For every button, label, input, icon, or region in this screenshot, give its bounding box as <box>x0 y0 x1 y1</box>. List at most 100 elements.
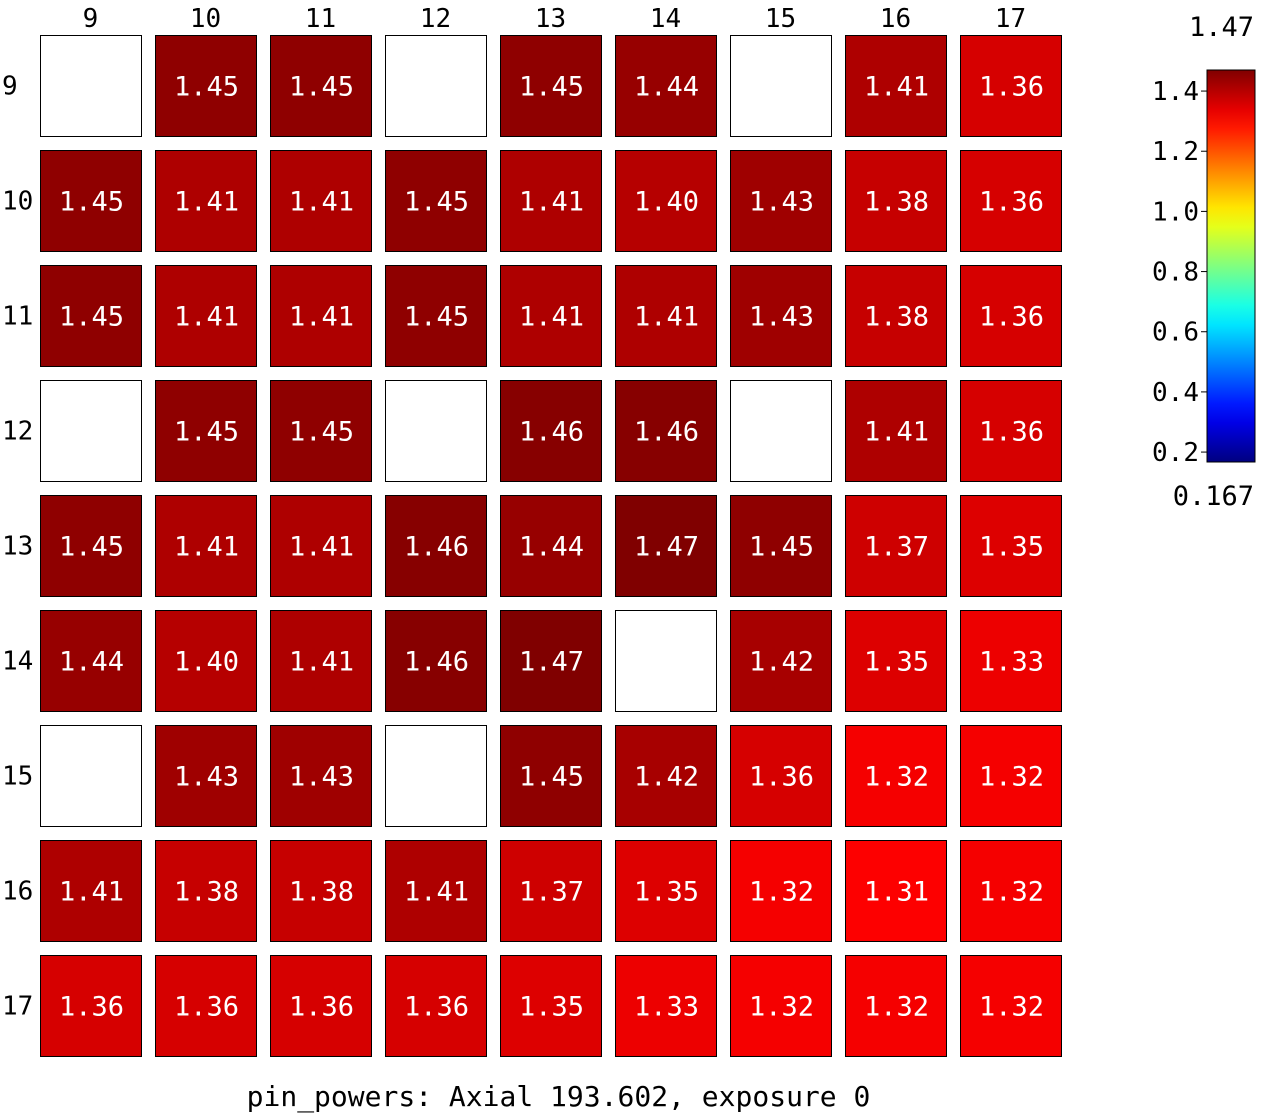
colorbar-tick-label: 0.2 <box>1152 438 1199 468</box>
chart-caption: pin_powers: Axial 193.602, exposure 0 <box>246 1080 871 1113</box>
colorbar-tick-label: 0.4 <box>1152 378 1199 408</box>
cell-value-label: 1.41 <box>864 417 929 448</box>
heatmap-cell <box>270 610 372 712</box>
cell-value-label: 1.35 <box>864 647 929 678</box>
cell-value-label: 1.41 <box>519 302 584 333</box>
cell-value-label: 1.41 <box>174 302 239 333</box>
cell-value-label: 1.32 <box>979 762 1044 793</box>
empty-cell <box>40 35 142 137</box>
cell-value-label: 1.32 <box>749 877 814 908</box>
cell-value-label: 1.32 <box>979 877 1044 908</box>
cell-value-label: 1.45 <box>519 72 584 103</box>
heatmap-cell <box>500 495 602 597</box>
cell-value-label: 1.41 <box>289 302 354 333</box>
cell-value-label: 1.38 <box>864 187 929 218</box>
heatmap-cell <box>615 380 717 482</box>
heatmap-cell <box>500 725 602 827</box>
cell-value-label: 1.45 <box>59 187 124 218</box>
heatmap-cell <box>385 495 487 597</box>
colorbar-tick-label: 0.6 <box>1152 318 1199 348</box>
heatmap-cell <box>730 265 832 367</box>
heatmap-cell <box>615 150 717 252</box>
heatmap-cell <box>730 150 832 252</box>
heatmap-cell <box>730 725 832 827</box>
cell-value-label: 1.40 <box>634 187 699 218</box>
heatmap-cell <box>270 840 372 942</box>
cell-value-label: 1.36 <box>59 992 124 1023</box>
heatmap-cell <box>270 495 372 597</box>
heatmap-cell <box>845 35 947 137</box>
empty-cell <box>385 380 487 482</box>
cell-value-label: 1.45 <box>404 187 469 218</box>
column-label: 12 <box>420 4 451 34</box>
cell-value-label: 1.37 <box>519 877 584 908</box>
cell-value-label: 1.41 <box>289 532 354 563</box>
row-label: 17 <box>2 992 33 1022</box>
row-label: 16 <box>2 877 33 907</box>
heatmap-cell <box>40 265 142 367</box>
cell-value-label: 1.41 <box>174 187 239 218</box>
heatmap-cell <box>730 955 832 1057</box>
cell-value-label: 1.41 <box>289 647 354 678</box>
heatmap-cell <box>155 495 257 597</box>
heatmap-cell <box>385 150 487 252</box>
cell-value-label: 1.36 <box>979 187 1044 218</box>
heatmap-cell <box>615 725 717 827</box>
heatmap-cell <box>40 150 142 252</box>
heatmap-cell <box>500 840 602 942</box>
heatmap-cell <box>500 150 602 252</box>
heatmap-cell <box>40 495 142 597</box>
cell-value-label: 1.45 <box>59 532 124 563</box>
column-label: 15 <box>765 4 796 34</box>
cell-value-label: 1.36 <box>289 992 354 1023</box>
heatmap-cell <box>270 35 372 137</box>
column-label: 14 <box>650 4 681 34</box>
empty-cell <box>385 35 487 137</box>
heatmap-cell <box>730 610 832 712</box>
heatmap-cell <box>845 725 947 827</box>
cell-value-label: 1.35 <box>634 877 699 908</box>
empty-cell <box>40 725 142 827</box>
cell-value-label: 1.43 <box>749 302 814 333</box>
heatmap-cell <box>615 495 717 597</box>
heatmap-cell <box>270 150 372 252</box>
heatmap-cell <box>845 610 947 712</box>
colorbar-max-label: 1.47 <box>1189 12 1254 43</box>
heatmap-cell <box>960 380 1062 482</box>
empty-cell <box>730 35 832 137</box>
heatmap-cell <box>500 610 602 712</box>
heatmap-cell <box>960 265 1062 367</box>
cell-value-label: 1.32 <box>864 762 929 793</box>
column-label: 13 <box>535 4 566 34</box>
cell-value-label: 1.43 <box>289 762 354 793</box>
heatmap-cell <box>615 955 717 1057</box>
cell-value-label: 1.45 <box>404 302 469 333</box>
cell-value-label: 1.36 <box>404 992 469 1023</box>
cell-value-label: 1.37 <box>864 532 929 563</box>
cell-value-label: 1.45 <box>174 72 239 103</box>
colorbar-tick-label: 1.0 <box>1152 197 1199 227</box>
heatmap-cell <box>270 725 372 827</box>
column-label: 16 <box>880 4 911 34</box>
heatmap-cell <box>845 840 947 942</box>
cell-value-label: 1.40 <box>174 647 239 678</box>
heatmap-cell <box>155 840 257 942</box>
cell-value-label: 1.41 <box>289 187 354 218</box>
heatmap-cell <box>615 35 717 137</box>
row-label: 10 <box>2 187 33 217</box>
colorbar: 0.2 0.4 0.6 0.8 1.0 1.2 1.4 1.47 0.167 <box>1152 12 1256 512</box>
colorbar-min-label: 0.167 <box>1173 481 1254 512</box>
heatmap-cell <box>730 840 832 942</box>
cell-value-label: 1.36 <box>749 762 814 793</box>
heatmap-cell <box>155 150 257 252</box>
cell-value-label: 1.42 <box>634 762 699 793</box>
heatmap-cell <box>155 265 257 367</box>
cell-value-label: 1.41 <box>864 72 929 103</box>
heatmap-cell <box>960 35 1062 137</box>
row-label: 12 <box>2 417 33 447</box>
cell-value-label: 1.44 <box>634 72 699 103</box>
cell-value-label: 1.38 <box>289 877 354 908</box>
heatmap-cell <box>500 35 602 137</box>
cell-value-label: 1.36 <box>979 417 1044 448</box>
heatmap-cell <box>40 610 142 712</box>
